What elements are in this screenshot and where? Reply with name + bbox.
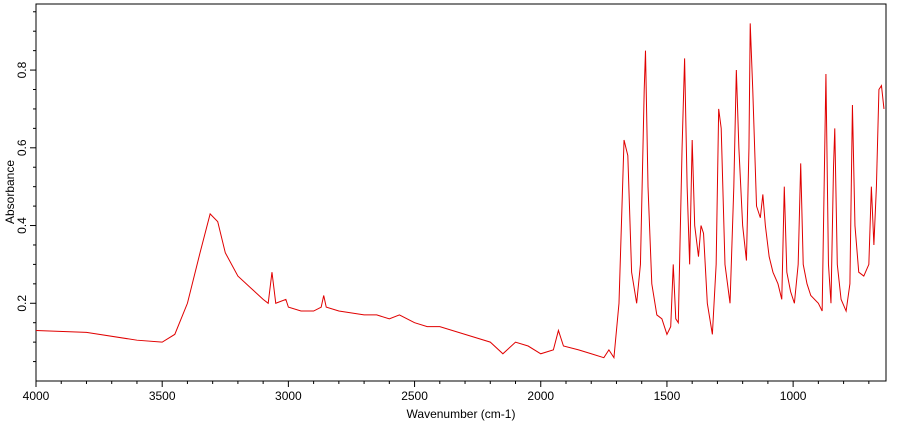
y-axis-label: Absorbance bbox=[3, 160, 17, 224]
x-tick-label: 3000 bbox=[275, 389, 302, 403]
spectrum-line bbox=[35, 23, 885, 360]
y-tick-label: 0.8 bbox=[15, 61, 29, 78]
x-axis-label: Wavenumber (cm-1) bbox=[407, 407, 516, 421]
plot-frame bbox=[35, 3, 887, 382]
y-tick-label: 0.6 bbox=[15, 139, 29, 156]
x-tick-label: 2000 bbox=[527, 389, 554, 403]
y-tick-label: 0.4 bbox=[15, 217, 29, 234]
x-tick-label: 4000 bbox=[23, 389, 50, 403]
y-tick-label: 0.2 bbox=[15, 295, 29, 312]
x-tick-label: 1500 bbox=[654, 389, 681, 403]
x-tick-label: 1000 bbox=[780, 389, 807, 403]
x-tick-label: 3500 bbox=[149, 389, 176, 403]
x-tick-label: 2500 bbox=[401, 389, 428, 403]
